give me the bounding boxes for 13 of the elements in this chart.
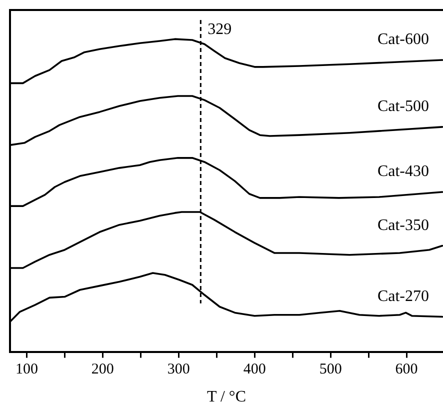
series-label: Cat-600 [377,31,429,48]
series-label: Cat-270 [377,288,429,305]
series-label: Cat-500 [377,98,429,116]
ref-line-label: 329 [208,21,232,38]
x-tick-label: 400 [243,362,266,378]
series-label: Cat-430 [377,163,429,180]
x-tick-label: 500 [319,362,342,378]
x-tick-label: 200 [91,362,114,378]
series-label: Cat-350 [377,216,429,234]
x-tick-label: 300 [167,362,190,378]
x-tick-label: 100 [15,362,38,378]
x-tick-label: 600 [395,362,418,378]
x-axis-title: T / °C [207,388,246,406]
